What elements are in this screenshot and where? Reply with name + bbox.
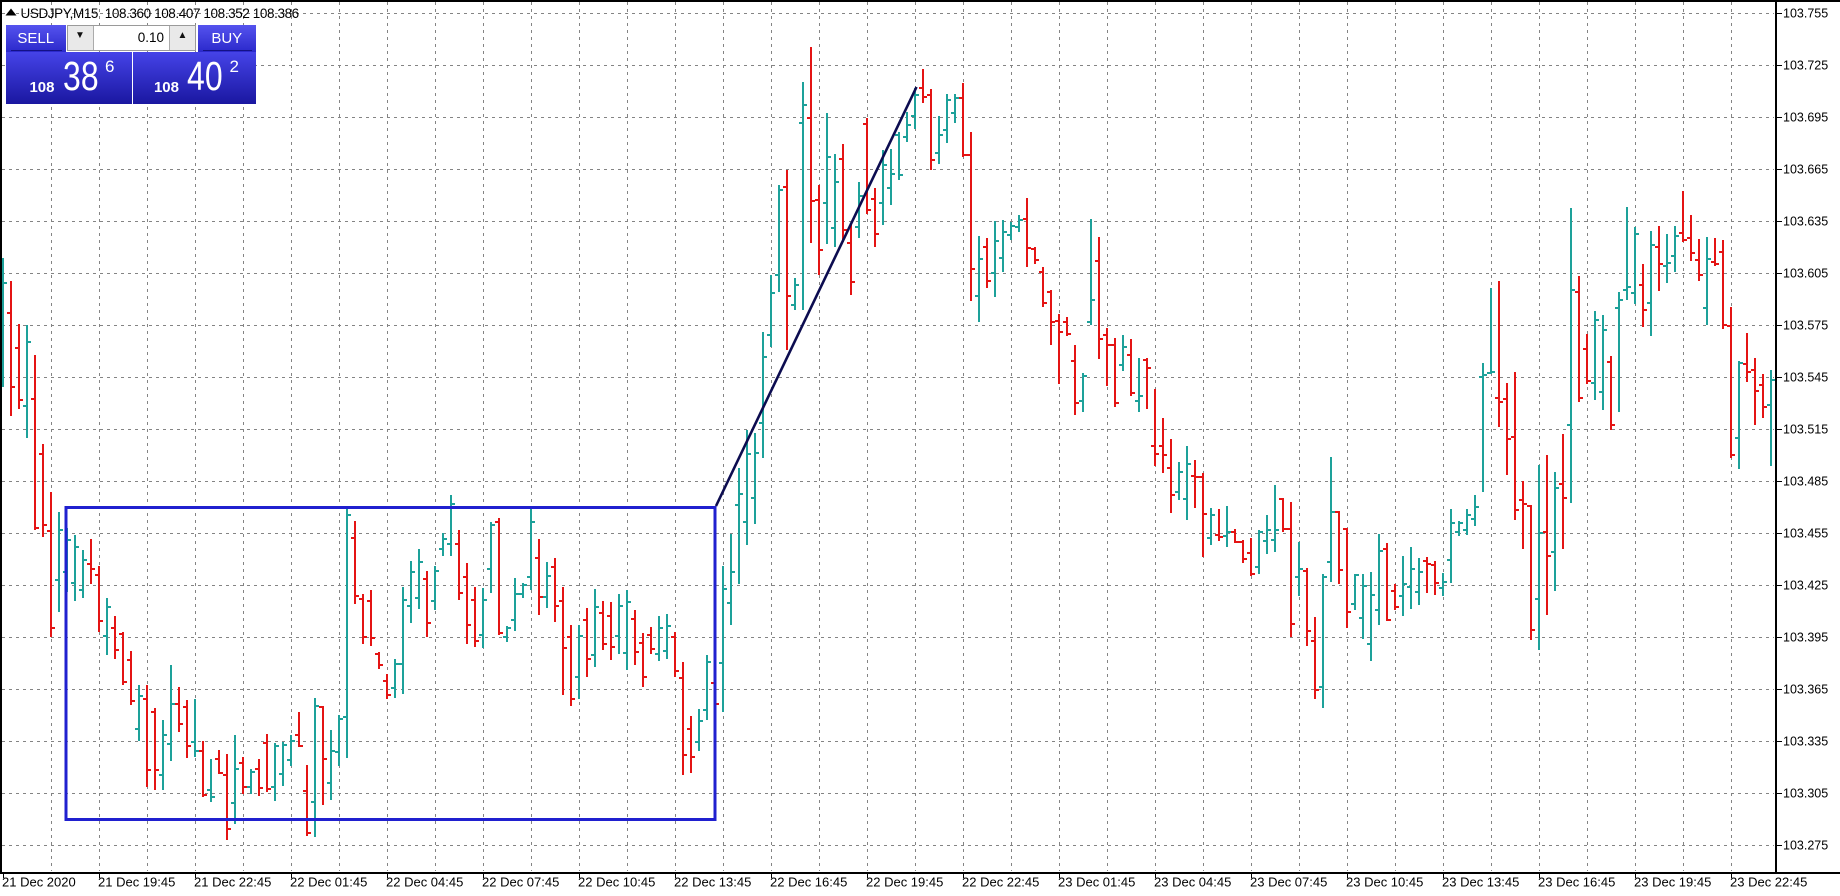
svg-text:103.485: 103.485 xyxy=(1783,475,1828,489)
svg-text:103.365: 103.365 xyxy=(1783,683,1828,697)
svg-text:103.725: 103.725 xyxy=(1783,59,1828,73)
svg-text:23 Dec 16:45: 23 Dec 16:45 xyxy=(1538,875,1615,890)
svg-text:103.395: 103.395 xyxy=(1783,631,1828,645)
svg-text:103.455: 103.455 xyxy=(1783,527,1828,541)
svg-text:22 Dec 16:45: 22 Dec 16:45 xyxy=(770,875,847,890)
svg-text:103.635: 103.635 xyxy=(1783,215,1828,229)
svg-text:22 Dec 19:45: 22 Dec 19:45 xyxy=(866,875,943,890)
svg-text:USDJPY,M15 108.360 108.407 10: USDJPY,M15 108.360 108.407 108.352 108.3… xyxy=(21,6,299,21)
svg-text:23 Dec 19:45: 23 Dec 19:45 xyxy=(1634,875,1711,890)
svg-text:103.515: 103.515 xyxy=(1783,423,1828,437)
svg-text:23 Dec 04:45: 23 Dec 04:45 xyxy=(1154,875,1231,890)
svg-text:22 Dec 07:45: 22 Dec 07:45 xyxy=(482,875,559,890)
svg-text:22 Dec 04:45: 22 Dec 04:45 xyxy=(386,875,463,890)
svg-text:21 Dec 2020: 21 Dec 2020 xyxy=(2,875,76,890)
svg-text:103.695: 103.695 xyxy=(1783,111,1828,125)
svg-text:23 Dec 22:45: 23 Dec 22:45 xyxy=(1730,875,1807,890)
svg-text:22 Dec 01:45: 22 Dec 01:45 xyxy=(290,875,367,890)
svg-text:21 Dec 19:45: 21 Dec 19:45 xyxy=(98,875,175,890)
svg-text:22 Dec 13:45: 22 Dec 13:45 xyxy=(674,875,751,890)
svg-text:23 Dec 01:45: 23 Dec 01:45 xyxy=(1058,875,1135,890)
svg-text:103.305: 103.305 xyxy=(1783,787,1828,801)
svg-text:103.605: 103.605 xyxy=(1783,267,1828,281)
svg-text:21 Dec 22:45: 21 Dec 22:45 xyxy=(194,875,271,890)
svg-text:103.335: 103.335 xyxy=(1783,735,1828,749)
svg-text:23 Dec 07:45: 23 Dec 07:45 xyxy=(1250,875,1327,890)
svg-text:103.275: 103.275 xyxy=(1783,839,1828,853)
svg-text:103.425: 103.425 xyxy=(1783,579,1828,593)
svg-text:103.665: 103.665 xyxy=(1783,163,1828,177)
svg-text:103.755: 103.755 xyxy=(1783,7,1828,21)
svg-text:103.545: 103.545 xyxy=(1783,371,1828,385)
svg-text:23 Dec 10:45: 23 Dec 10:45 xyxy=(1346,875,1423,890)
svg-text:22 Dec 10:45: 22 Dec 10:45 xyxy=(578,875,655,890)
svg-text:103.575: 103.575 xyxy=(1783,319,1828,333)
svg-text:23 Dec 13:45: 23 Dec 13:45 xyxy=(1442,875,1519,890)
svg-text:22 Dec 22:45: 22 Dec 22:45 xyxy=(962,875,1039,890)
